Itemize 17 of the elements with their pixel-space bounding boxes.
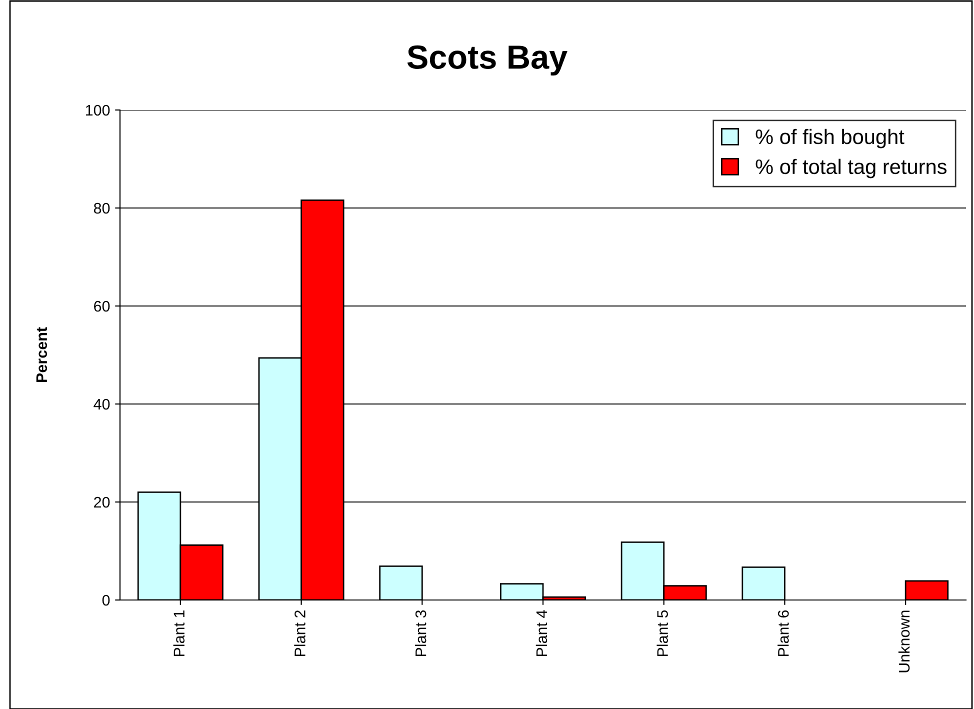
y-axis-title: Percent [36,327,48,382]
y-tick-label: 80 [94,202,110,214]
y-tick-label: 20 [94,496,110,508]
y-tick-label: 60 [94,300,110,312]
chart-title: Scots Bay [407,45,568,76]
x-tick-label: Unknown [898,610,910,672]
x-tick-label: Plant 2 [294,610,306,656]
x-tick-label: Plant 3 [415,610,426,656]
y-tick-label: 40 [94,398,110,410]
x-tick-label: Plant 4 [536,610,548,656]
x-tick-label: Plant 6 [778,610,789,656]
legend-label: % of fish bought [756,128,904,148]
y-tick-label: 100 [86,104,110,116]
legend-label: % of total tag returns [756,158,947,178]
x-tick-label: Plant 5 [656,610,668,656]
x-tick-label: Plant 1 [173,610,185,656]
y-tick-label: 0 [102,594,110,606]
